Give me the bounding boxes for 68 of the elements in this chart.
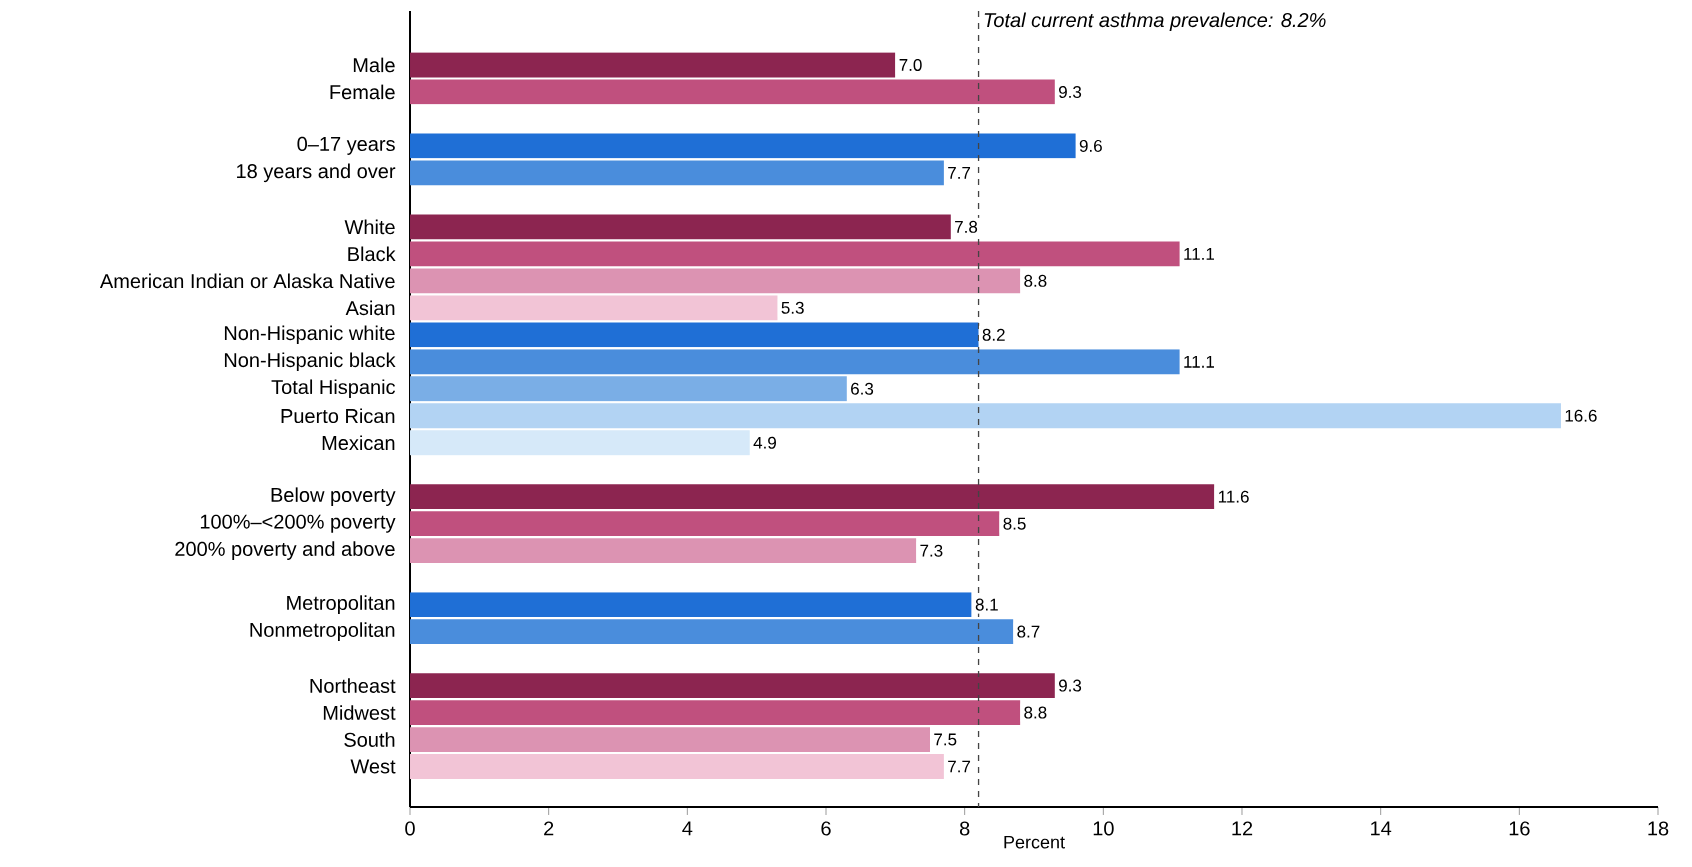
y-tick-label: Black bbox=[348, 246, 396, 262]
data-label: 11.6 bbox=[1218, 490, 1249, 503]
y-tick-label: Non-Hispanic black bbox=[224, 352, 396, 372]
data-label: 8.7 bbox=[1017, 625, 1040, 638]
y-tick-label: Puerto Rican bbox=[281, 408, 395, 424]
bar bbox=[410, 322, 979, 348]
data-label: 8.8 bbox=[1024, 274, 1047, 287]
data-label: 4.9 bbox=[753, 436, 776, 449]
data-label: 11.1 bbox=[1184, 248, 1214, 260]
ref-line-label: Total current asthma prevalence: 8.2% bbox=[984, 12, 1326, 32]
y-tick-label: South bbox=[344, 732, 395, 747]
y-tick-label: Male bbox=[353, 57, 395, 73]
x-tick-label: 18 bbox=[1648, 821, 1669, 836]
y-tick-label: Mexican bbox=[322, 435, 395, 451]
data-label: 7.0 bbox=[899, 58, 922, 71]
data-label: 5.3 bbox=[781, 301, 804, 314]
x-tick-label: 0 bbox=[405, 821, 415, 836]
bar bbox=[410, 214, 951, 240]
x-tick-label: 6 bbox=[821, 821, 831, 836]
bar bbox=[410, 511, 1000, 537]
data-label: 11.1 bbox=[1184, 355, 1214, 368]
y-tick-label: Below poverty bbox=[271, 487, 396, 506]
data-label: 16.6 bbox=[1565, 409, 1597, 422]
x-tick-label: 12 bbox=[1232, 821, 1253, 836]
y-tick-label: American Indian or Alaska Native bbox=[99, 273, 395, 289]
x-tick-label: 16 bbox=[1509, 821, 1530, 836]
x-tick-label: 10 bbox=[1093, 821, 1114, 836]
data-label: 9.3 bbox=[1058, 85, 1082, 98]
data-label: 8.5 bbox=[1003, 517, 1026, 530]
y-tick-label: White bbox=[344, 219, 395, 235]
bar bbox=[410, 268, 1021, 294]
data-label: 8.1 bbox=[975, 598, 998, 611]
y-tick-label: Total Hispanic bbox=[271, 379, 396, 399]
data-label: 8.8 bbox=[1024, 706, 1047, 719]
y-tick-label: 100%–<200% poverty bbox=[200, 514, 396, 533]
bar bbox=[410, 484, 1215, 510]
bar bbox=[410, 592, 972, 618]
data-label: 7.3 bbox=[920, 544, 943, 557]
y-tick-label: West bbox=[350, 759, 396, 774]
x-axis-title: Percent bbox=[1004, 835, 1065, 849]
data-label: 7.7 bbox=[948, 167, 971, 179]
y-tick-label: 18 years and over bbox=[237, 163, 396, 183]
bar bbox=[410, 673, 1055, 698]
y-tick-label: Northeast bbox=[310, 678, 396, 693]
bar bbox=[410, 538, 917, 564]
x-tick-label: 2 bbox=[544, 821, 554, 836]
y-tick-label: 0–17 years bbox=[297, 136, 395, 155]
data-label: 7.8 bbox=[955, 220, 978, 233]
bar bbox=[410, 52, 896, 78]
y-tick-label: Midwest bbox=[323, 705, 396, 720]
x-tick-label: 14 bbox=[1371, 821, 1392, 836]
data-label: 7.7 bbox=[948, 760, 971, 773]
data-label: 6.3 bbox=[851, 382, 874, 395]
x-tick-label: 4 bbox=[682, 821, 693, 836]
y-tick-label: Metropolitan bbox=[287, 595, 395, 614]
y-tick-label: 200% poverty and above bbox=[175, 541, 395, 560]
bar bbox=[410, 619, 1014, 645]
data-label: 9.3 bbox=[1058, 679, 1082, 692]
y-tick-label: Female bbox=[330, 84, 395, 100]
x-tick-label: 8 bbox=[959, 821, 970, 836]
y-tick-label: Asian bbox=[345, 300, 395, 316]
data-label: 8.2 bbox=[982, 328, 1005, 341]
bar bbox=[410, 700, 1021, 725]
y-tick-label: Non-Hispanic white bbox=[224, 325, 395, 345]
bar bbox=[410, 79, 1055, 105]
data-label: 9.6 bbox=[1079, 139, 1102, 152]
y-tick-label: Nonmetropolitan bbox=[250, 622, 395, 641]
data-label: 7.5 bbox=[934, 733, 957, 746]
